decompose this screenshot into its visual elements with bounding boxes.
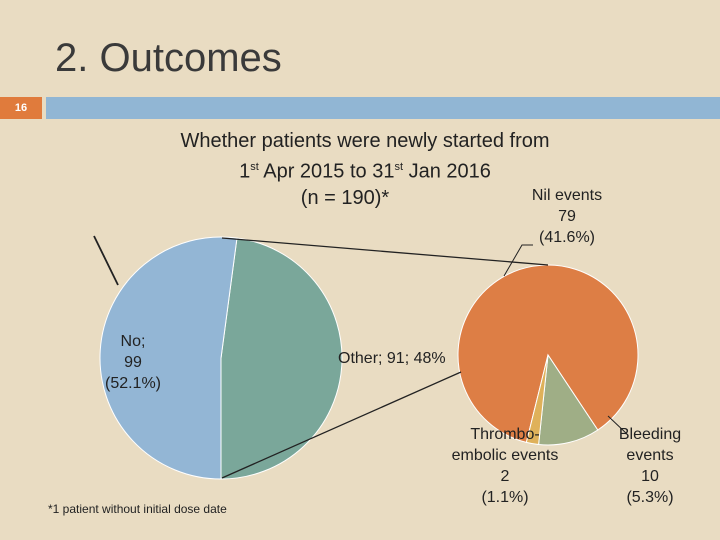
heading-line-1: Whether patients were newly started from [180,130,550,152]
heading-date-mid: Apr 2015 to 31 [258,160,395,183]
label-nil-line-2: 79 [558,208,576,225]
label-other: Other; 91; 48% [338,350,446,367]
label-bleeding-line-2: events [626,447,674,464]
slide-number: 16 [0,97,42,119]
label-thrombo-line-3: 2 [500,468,510,485]
label-bleeding: Bleeding events 10 (5.3%) [610,424,690,508]
leader-line-no [93,235,119,286]
connector-line-top [221,237,549,266]
label-no-line-2: 99 [124,354,142,371]
label-no: No; 99 (52.1%) [96,331,170,394]
pie-slice-other [220,237,343,480]
slide-title: 2. Outcomes [55,36,282,80]
label-thromboembolic: Thrombo- embolic events 2 (1.1%) [440,424,570,508]
leader-line-bleeding [607,415,628,435]
pie-slice-no [99,236,238,480]
pie-slice-thromboembolic [525,354,549,446]
leader-line-nil-events [503,244,533,277]
heading-date-start-num: 1 [239,160,251,183]
label-no-line-3: (52.1%) [104,375,162,392]
heading-line-3: (n = 190)* [300,186,390,209]
label-thrombo-line-2: embolic events [451,447,559,464]
label-no-line-1: No; [120,333,146,350]
chart-heading: Whether patients were newly started from… [140,128,590,211]
pie-slice-nil-events [457,264,639,443]
label-nil-events: Nil events 79 (41.6%) [515,185,619,248]
heading-sup-1: st [250,161,259,173]
connector-line-bottom [221,371,462,479]
footnote: *1 patient without initial dose date [48,502,227,516]
label-nil-line-1: Nil events [531,187,603,204]
heading-line-2: 1st Apr 2015 to 31st Jan 2016 [140,154,590,185]
label-bleeding-line-4: (5.3%) [626,489,674,506]
label-nil-line-3: (41.6%) [538,229,596,246]
label-thrombo-line-1: Thrombo- [470,426,540,443]
header-bar [46,97,720,119]
heading-date-end: Jan 2016 [403,160,491,183]
heading-sup-2: st [394,161,404,173]
label-bleeding-line-1: Bleeding [618,426,682,443]
label-bleeding-line-3: 10 [641,468,659,485]
label-thrombo-line-4: (1.1%) [481,489,529,506]
